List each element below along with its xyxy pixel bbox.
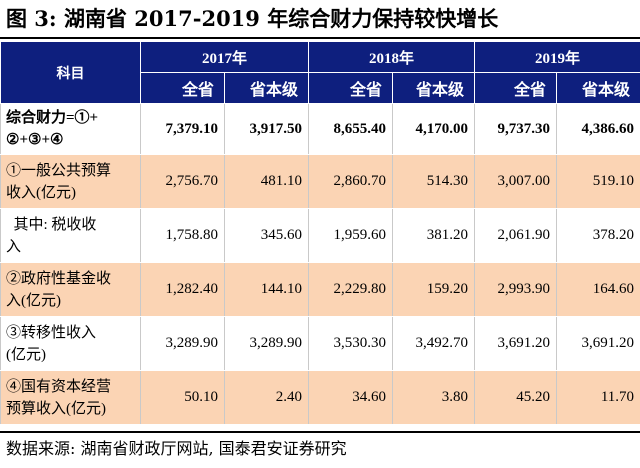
table-cell: 2,756.70 [140, 154, 225, 209]
top-rule [0, 37, 640, 39]
row-label: ③转移性收入 (亿元) [0, 316, 141, 371]
table-cell: 2,061.90 [474, 208, 558, 263]
sub-header: 省本级 [556, 72, 640, 104]
table-cell: 514.30 [392, 154, 476, 209]
table-cell: 7,379.10 [140, 103, 225, 155]
table-row: ③转移性收入 (亿元) 3,289.90 3,289.90 3,530.30 3,… [0, 316, 640, 371]
row-label: ①一般公共预算 收入(亿元) [0, 154, 141, 209]
revenue-table: 科目 2017年 2018年 2019年 全省 省本级 全省 省本级 全省 省本… [0, 41, 640, 425]
row-label: 综合财力=①+ ②+③+④ [0, 103, 141, 155]
table-cell: 8,655.40 [308, 103, 394, 155]
table-cell: 4,386.60 [556, 103, 640, 155]
table-cell: 11.70 [556, 370, 640, 425]
table-cell: 381.20 [392, 208, 476, 263]
table-cell: 2,229.80 [308, 262, 394, 317]
table-cell: 144.10 [223, 262, 310, 317]
table-cell: 2,993.90 [474, 262, 558, 317]
sub-header: 全省 [474, 72, 558, 104]
table-cell: 3,007.00 [474, 154, 558, 209]
table-cell: 2.40 [223, 370, 310, 425]
subject-header: 科目 [0, 41, 141, 104]
row-label: ④国有资本经营 预算收入(亿元) [0, 370, 141, 425]
table-row: ①一般公共预算 收入(亿元) 2,756.70 481.10 2,860.70 5… [0, 154, 640, 209]
year-header-2017: 2017年 [139, 41, 310, 73]
table-cell: 3,691.20 [556, 316, 640, 371]
table-cell: 481.10 [223, 154, 310, 209]
table-cell: 50.10 [140, 370, 225, 425]
row-label: ②政府性基金收 入(亿元) [0, 262, 141, 317]
figure-title: 图 3: 湖南省 2017-2019 年综合财力保持较快增长 [6, 6, 499, 31]
table-cell: 45.20 [474, 370, 558, 425]
table-cell: 164.60 [556, 262, 640, 317]
table-cell: 3,691.20 [474, 316, 558, 371]
table-cell: 159.20 [392, 262, 476, 317]
table-cell: 34.60 [308, 370, 394, 425]
table-row: ②政府性基金收 入(亿元) 1,282.40 144.10 2,229.80 15… [0, 262, 640, 317]
row-label: 其中: 税收收入 [0, 208, 141, 263]
source-note: 数据来源: 湖南省财政厅网站, 国泰君安证券研究 [6, 439, 347, 458]
sub-header: 省本级 [392, 72, 476, 104]
table-cell: 3,289.90 [140, 316, 225, 371]
table-cell: 3.80 [392, 370, 476, 425]
sub-header: 全省 [140, 72, 225, 104]
table-cell: 378.20 [556, 208, 640, 263]
table-cell: 9,737.30 [474, 103, 558, 155]
table-cell: 3,289.90 [223, 316, 310, 371]
table-cell: 4,170.00 [392, 103, 476, 155]
table-cell: 2,860.70 [308, 154, 394, 209]
table-cell: 1,282.40 [140, 262, 225, 317]
year-header-2019: 2019年 [474, 41, 640, 73]
table-cell: 519.10 [556, 154, 640, 209]
table-cell: 3,917.50 [223, 103, 310, 155]
sub-header: 全省 [308, 72, 394, 104]
table-cell: 3,530.30 [308, 316, 394, 371]
year-header-2018: 2018年 [308, 41, 476, 73]
table-row: 其中: 税收收入 1,758.80 345.60 1,959.60 381.20… [0, 208, 640, 263]
table-row: ④国有资本经营 预算收入(亿元) 50.10 2.40 34.60 3.80 45… [0, 370, 640, 425]
table-cell: 3,492.70 [392, 316, 476, 371]
table-cell: 345.60 [223, 208, 310, 263]
table-cell: 1,758.80 [140, 208, 225, 263]
sub-header: 省本级 [223, 72, 310, 104]
table-row: 综合财力=①+ ②+③+④ 7,379.10 3,917.50 8,655.40 … [0, 103, 640, 155]
table-cell: 1,959.60 [308, 208, 394, 263]
bottom-rule [0, 431, 640, 433]
